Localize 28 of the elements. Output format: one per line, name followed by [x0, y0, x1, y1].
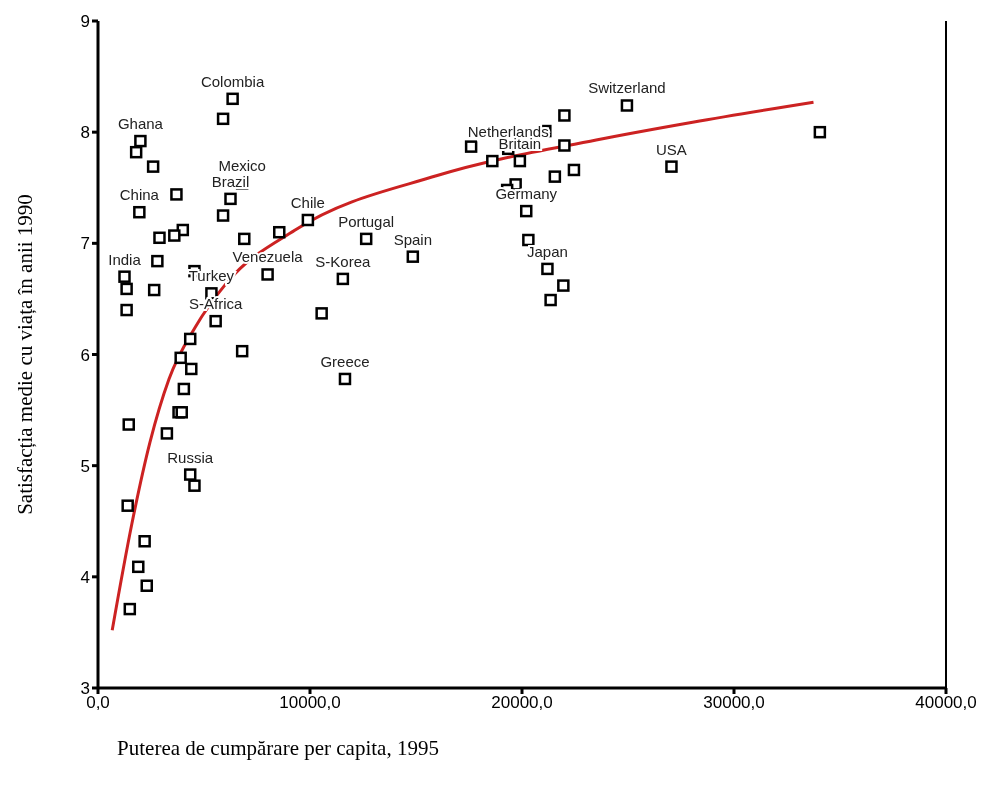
x-axis-title: Puterea de cumpărare per capita, 1995	[116, 736, 440, 761]
annotation: S-Korea	[315, 252, 372, 270]
x-tick-label: 30000,0	[703, 693, 765, 713]
y-axis-title: Satisfacția medie cu viața în anii 1990	[12, 194, 38, 515]
annotation: India	[108, 250, 142, 268]
annotation: Greece	[320, 352, 370, 370]
annotation: Japan	[527, 242, 568, 260]
y-tick-label: 8	[80, 123, 90, 143]
x-tick-label: 40000,0	[915, 693, 977, 713]
annotation: Chile	[290, 193, 325, 211]
annotation: Colombia	[200, 72, 265, 90]
annotation: Mexico	[218, 157, 266, 175]
x-tick-label: 0,0	[86, 693, 110, 713]
annotation: Ghana	[117, 115, 164, 133]
annotation: USA	[656, 140, 687, 158]
annotation: China	[119, 186, 160, 204]
y-tick-label: 6	[80, 345, 90, 365]
y-tick-label: 9	[80, 12, 90, 32]
annotation: Switzerland	[588, 79, 666, 97]
x-tick-label: 10000,0	[279, 693, 341, 713]
y-tick-label: 4	[80, 567, 90, 587]
y-tick-label: 7	[80, 234, 90, 254]
annotation: Germany	[495, 185, 558, 203]
annotation: Portugal	[338, 212, 395, 230]
annotation: Spain	[393, 230, 433, 248]
annotation: Russia	[167, 448, 214, 466]
x-tick-label: 20000,0	[491, 693, 553, 713]
y-tick-label: 5	[80, 456, 90, 476]
